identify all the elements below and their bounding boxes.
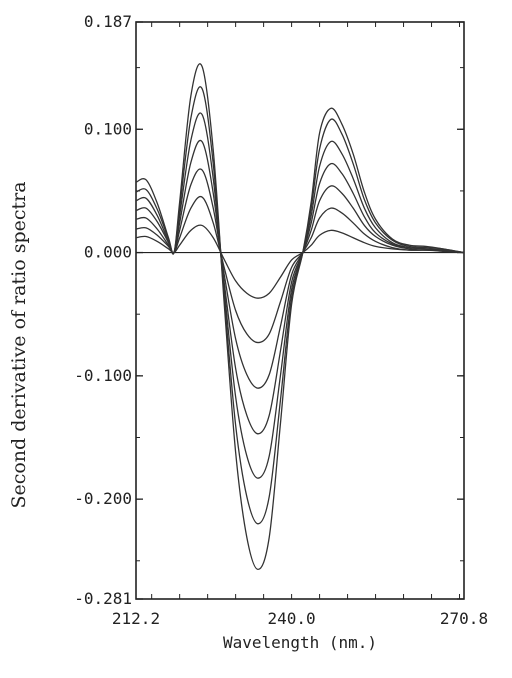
- x-ticks: 212.2 240.0 270.8: [112, 22, 488, 628]
- series-line-4: [135, 139, 465, 435]
- series-line-1: [135, 224, 465, 299]
- y-tick-label: -0.200: [74, 489, 132, 508]
- y-axis-label: Second derivative of ratio spectra: [8, 181, 30, 508]
- x-tick-label: 212.2: [112, 609, 160, 628]
- x-tick-label: 240.0: [268, 609, 316, 628]
- y-tick-label: 0.100: [84, 119, 132, 138]
- series-group: [135, 63, 465, 571]
- series-line-3: [135, 168, 465, 389]
- y-tick-label: -0.281: [74, 589, 132, 608]
- series-line-2: [135, 195, 465, 344]
- series-line-6: [135, 86, 465, 525]
- x-tick-label: 270.8: [440, 609, 488, 628]
- y-tick-label: 0.000: [84, 243, 132, 262]
- x-axis-label: Wavelength (nm.): [223, 633, 377, 652]
- series-line-5: [135, 112, 465, 479]
- plot-frame: [135, 21, 465, 600]
- y-tick-label: 0.187: [84, 12, 132, 31]
- y-tick-label: -0.100: [74, 366, 132, 385]
- y-ticks: 0.187 0.100 0.000 -0.100 -0.200 -0.281: [74, 12, 464, 608]
- series-line-7: [135, 63, 465, 571]
